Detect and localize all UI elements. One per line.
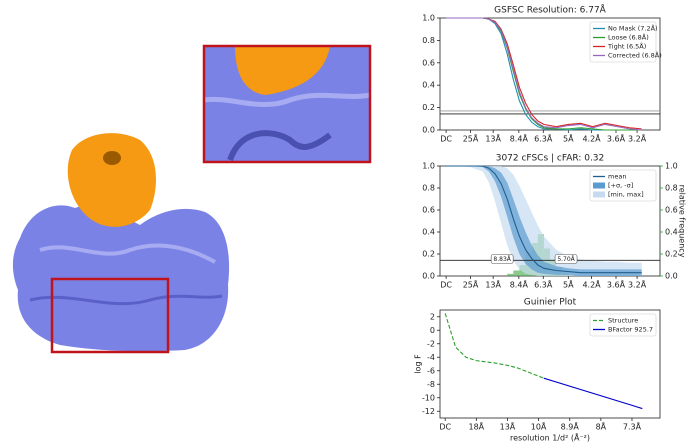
y-tick-label: 0.4 (422, 228, 435, 237)
legend-label: Tight (6.5Å) (607, 42, 646, 51)
x-tick-label: 25Å (463, 279, 479, 290)
x-tick-label: 4.2Å (582, 133, 601, 144)
series-line (543, 377, 643, 410)
legend-box (589, 21, 657, 63)
y-axis-label: log F (414, 354, 423, 374)
x-tick-label: 8Å (596, 421, 607, 432)
x-tick-label: 10Å (531, 421, 547, 432)
y-tick-label: 0.2 (422, 103, 435, 112)
legend-box (589, 313, 657, 337)
x-tick-label: DC (440, 135, 452, 144)
inset-orange (235, 46, 330, 95)
x-tick-label: 8.4Å (510, 133, 529, 144)
y2-tick-label: 0.0 (665, 272, 678, 281)
x-tick-label: 5Å (563, 279, 574, 290)
y-tick-label: -2 (427, 339, 435, 348)
y-tick-label: 0.4 (422, 81, 435, 90)
x-tick-label: DC (440, 281, 452, 290)
legend-swatch (593, 182, 605, 189)
x-tick-label: DC (439, 423, 451, 432)
y2-axis-label: relative frequency (678, 185, 687, 258)
annotation: 8.83Å (493, 256, 511, 263)
shadow (29, 294, 223, 306)
legend-label: Loose (6.8Å) (608, 33, 649, 42)
x-tick-label: 13Å (500, 421, 516, 432)
chart-title: 3072 cFSCs | cFAR: 0.32 (496, 154, 605, 164)
x-tick-label: 3.6Å (607, 279, 626, 290)
legend-label: [min, max] (608, 191, 644, 199)
y2-tick-label: 0.6 (665, 206, 678, 215)
series-line (446, 165, 642, 274)
y-tick-label: 0.0 (422, 126, 435, 135)
x-tick-label: 6.3Å (534, 133, 553, 144)
x-tick-label: 13Å (485, 279, 501, 290)
orange-hole (103, 151, 121, 165)
y2-tick-label: 0.8 (665, 184, 678, 193)
legend-swatch (593, 191, 605, 198)
y-tick-label: -8 (427, 380, 435, 389)
annotation-box (490, 254, 514, 264)
orange-density (67, 133, 156, 227)
y-tick-label: -6 (427, 366, 435, 375)
y-tick-label: 1.0 (422, 14, 435, 23)
annotation: 5.70Å (557, 256, 575, 263)
highlight (39, 243, 216, 264)
inset-shadow (227, 130, 332, 162)
map-rendering (12, 44, 372, 354)
band (446, 166, 642, 276)
chart-title: GSFSC Resolution: 6.77Å (494, 4, 607, 16)
y-tick-label: 2 (430, 312, 435, 321)
y-tick-label: 0.8 (422, 36, 435, 45)
x-tick-label: 3.2Å (628, 279, 647, 290)
y2-tick-label: 0.4 (665, 228, 678, 237)
series-line (446, 17, 642, 131)
x-tick-label: 5Å (563, 133, 574, 144)
y-tick-label: -4 (427, 353, 435, 362)
x-tick-label: 4.2Å (582, 279, 601, 290)
y-tick-label: 0 (430, 326, 435, 335)
legend-label: [+σ, -σ] (608, 182, 633, 190)
x-tick-label: 18Å (468, 421, 484, 432)
legend-label: No Mask (7.2Å) (608, 24, 658, 33)
zoom-region (50, 277, 170, 354)
x-tick-label: 13Å (485, 133, 501, 144)
legend-label: Corrected (6.8Å) (608, 51, 662, 60)
x-tick-label: 8.9Å (561, 421, 580, 432)
inset-highlight (203, 92, 371, 108)
x-tick-label: 8.4Å (510, 279, 529, 290)
legend-label: BFactor 925.7 (608, 326, 653, 334)
legend-label: Structure (608, 317, 638, 325)
x-tick-label: 3.2Å (628, 133, 647, 144)
y-tick-label: -10 (422, 393, 435, 402)
legend-box (589, 169, 657, 202)
x-tick-label: 3.6Å (607, 133, 626, 144)
histogram-bar (513, 270, 520, 276)
x-tick-label: 6.3Å (534, 279, 553, 290)
annotation-box (554, 254, 578, 264)
y2-tick-label: 1.0 (665, 162, 678, 171)
x-tick-label: 7.3Å (623, 421, 642, 432)
histogram-bar (507, 273, 514, 276)
y-tick-label: 0.2 (422, 250, 435, 259)
y-tick-label: 0.0 (422, 272, 435, 281)
y-tick-label: 1.0 (422, 162, 435, 171)
x-axis-label: resolution 1/d² (Å⁻²) (510, 432, 590, 443)
y-tick-label: 0.6 (422, 58, 435, 67)
y-tick-label: -12 (422, 407, 435, 416)
series-line (444, 313, 544, 379)
chart-title: Guinier Plot (524, 298, 577, 308)
x-tick-label: 25Å (463, 133, 479, 144)
inset-frame (202, 44, 372, 164)
y-tick-label: 0.8 (422, 184, 435, 193)
y2-tick-label: 0.2 (665, 250, 678, 259)
y-tick-label: 0.6 (422, 206, 435, 215)
legend-label: mean (608, 173, 626, 181)
